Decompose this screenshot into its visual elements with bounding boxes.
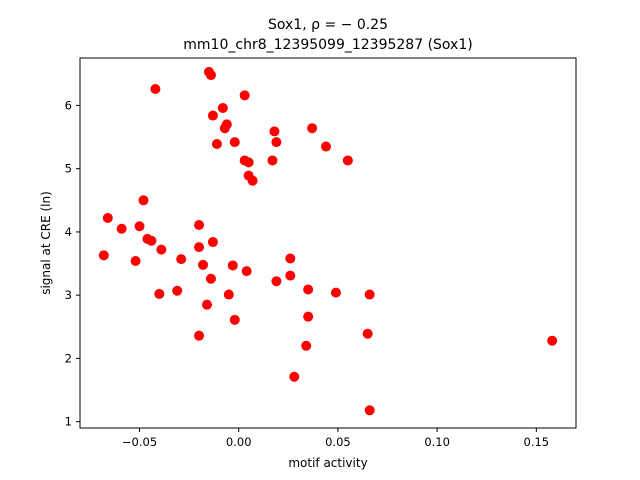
data-point: [285, 270, 296, 281]
data-point: [229, 314, 240, 325]
y-tick-label: 4: [65, 225, 72, 239]
data-point: [150, 83, 161, 94]
data-point: [303, 311, 314, 322]
data-point: [307, 123, 318, 134]
data-point: [342, 155, 353, 166]
data-point: [239, 90, 250, 101]
data-point: [205, 273, 216, 284]
data-point: [176, 254, 187, 265]
plot-frame: [79, 57, 577, 429]
y-tick-label: 6: [65, 98, 72, 112]
x-tick-label: 0.05: [325, 435, 351, 449]
data-point: [201, 299, 212, 310]
data-point: [207, 237, 218, 248]
data-point: [229, 137, 240, 148]
data-point: [241, 266, 252, 277]
data-point: [217, 102, 228, 113]
x-tick-label: 0.15: [524, 435, 550, 449]
x-axis-ticks: −0.05 0.00 0.05 0.10 0.15: [122, 428, 549, 449]
data-point: [243, 157, 254, 168]
data-point: [194, 242, 205, 253]
data-point: [289, 371, 300, 382]
data-point: [116, 223, 127, 234]
data-point: [267, 155, 278, 166]
data-point: [321, 141, 332, 152]
x-tick-label: 0.00: [226, 435, 252, 449]
x-axis-label: motif activity: [288, 456, 367, 470]
data-point: [271, 137, 282, 148]
data-point: [227, 260, 238, 271]
data-point: [301, 340, 312, 351]
data-point: [134, 221, 145, 232]
data-point: [98, 250, 109, 261]
data-point: [198, 259, 209, 270]
data-point: [285, 253, 296, 264]
data-point: [303, 284, 314, 295]
y-axis-label: signal at CRE (ln): [39, 191, 53, 295]
data-point: [172, 285, 183, 296]
data-point: [223, 289, 234, 300]
chart-title-line2: mm10_chr8_12395099_12395287 (Sox1): [183, 37, 472, 53]
data-point: [219, 123, 230, 134]
y-tick-label: 3: [65, 288, 72, 302]
data-point: [207, 110, 218, 121]
data-point: [364, 405, 375, 416]
data-point: [194, 330, 205, 341]
data-point: [362, 328, 373, 339]
data-point: [156, 244, 167, 255]
x-tick-label: 0.10: [424, 435, 450, 449]
data-point: [130, 256, 141, 267]
data-point: [138, 195, 149, 206]
data-point: [271, 276, 282, 287]
data-point: [330, 287, 341, 298]
data-point: [154, 288, 165, 299]
data-point: [194, 219, 205, 230]
y-tick-label: 2: [65, 351, 72, 365]
data-point: [247, 175, 258, 186]
y-tick-label: 1: [65, 415, 72, 429]
data-point: [364, 289, 375, 300]
data-point: [205, 70, 216, 81]
data-points: [98, 66, 558, 416]
data-point: [102, 213, 113, 224]
data-point: [146, 235, 157, 246]
x-tick-label: −0.05: [122, 435, 157, 449]
y-tick-label: 5: [65, 162, 72, 176]
data-point: [211, 139, 222, 150]
chart-title-line1: Sox1, ρ = − 0.25: [268, 17, 388, 33]
y-axis-ticks: 1 2 3 4 5 6: [65, 98, 80, 429]
data-point: [269, 126, 280, 137]
data-point: [547, 335, 558, 346]
